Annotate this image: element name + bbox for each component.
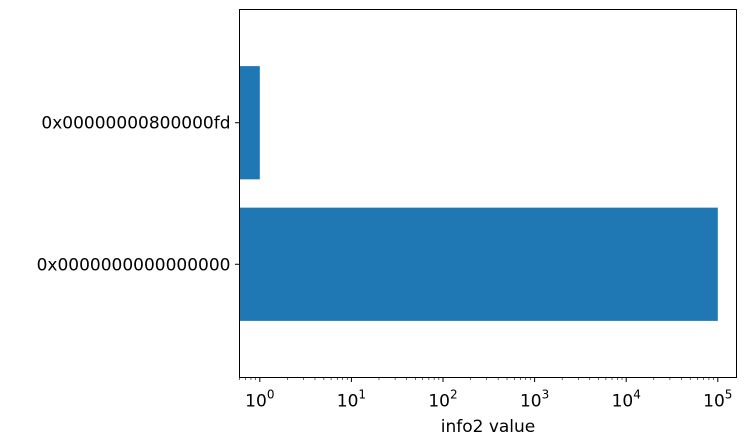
bar-1	[239, 66, 260, 180]
y-tick-label: 0x0000000000000000	[37, 255, 231, 275]
bars-group	[239, 66, 718, 321]
x-tick-label: 101	[337, 388, 366, 412]
bar-0	[239, 207, 718, 321]
plot-frame	[239, 9, 737, 378]
x-tick-label: 103	[520, 388, 549, 412]
y-ticks-group: 0x0000000000000000 0x00000000800000fd	[37, 114, 240, 275]
x-tick-label: 105	[703, 388, 732, 412]
x-tick-label: 104	[612, 388, 641, 412]
x-tick-label: 102	[428, 388, 457, 412]
x-ticks-group: 100 101 102 103 104 105	[239, 377, 732, 412]
x-tick-label: 100	[245, 388, 274, 412]
y-tick-label: 0x00000000800000fd	[41, 114, 230, 134]
x-axis-label: info2 value	[441, 417, 536, 437]
